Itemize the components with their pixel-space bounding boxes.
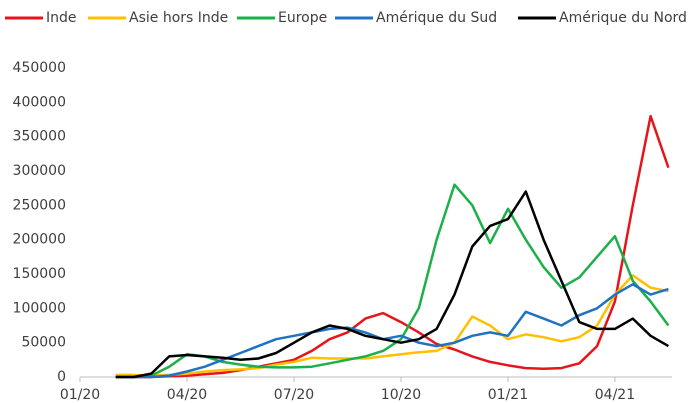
y-tick-label: 300000 (13, 163, 66, 179)
legend-label: Amérique du Nord (559, 10, 687, 26)
x-tick-label: 01/20 (60, 387, 100, 403)
y-tick-label: 0 (57, 369, 66, 385)
x-tick-label: 01/21 (488, 387, 528, 403)
series-line (115, 283, 669, 379)
y-tick-label: 450000 (13, 60, 66, 76)
y-tick-label: 200000 (13, 232, 66, 248)
x-tick-label: 07/20 (274, 387, 314, 403)
y-tick-label: 100000 (13, 300, 66, 316)
y-tick-label: 250000 (13, 197, 66, 213)
series-line (115, 183, 670, 379)
legend-label: Europe (278, 10, 327, 26)
legend-label: Inde (46, 10, 77, 26)
series-line (115, 190, 670, 379)
x-tick-label: 04/21 (595, 387, 635, 403)
x-tick-label: 10/20 (381, 387, 421, 403)
y-tick-label: 50000 (21, 335, 66, 351)
series-line (115, 274, 669, 377)
series-line (115, 114, 670, 379)
y-tick-label: 400000 (13, 94, 66, 110)
y-tick-label: 150000 (13, 266, 66, 282)
legend-label: Amérique du Sud (376, 10, 497, 26)
x-tick-label: 04/20 (167, 387, 207, 403)
y-tick-label: 350000 (13, 129, 66, 145)
legend-label: Asie hors Inde (129, 10, 228, 26)
